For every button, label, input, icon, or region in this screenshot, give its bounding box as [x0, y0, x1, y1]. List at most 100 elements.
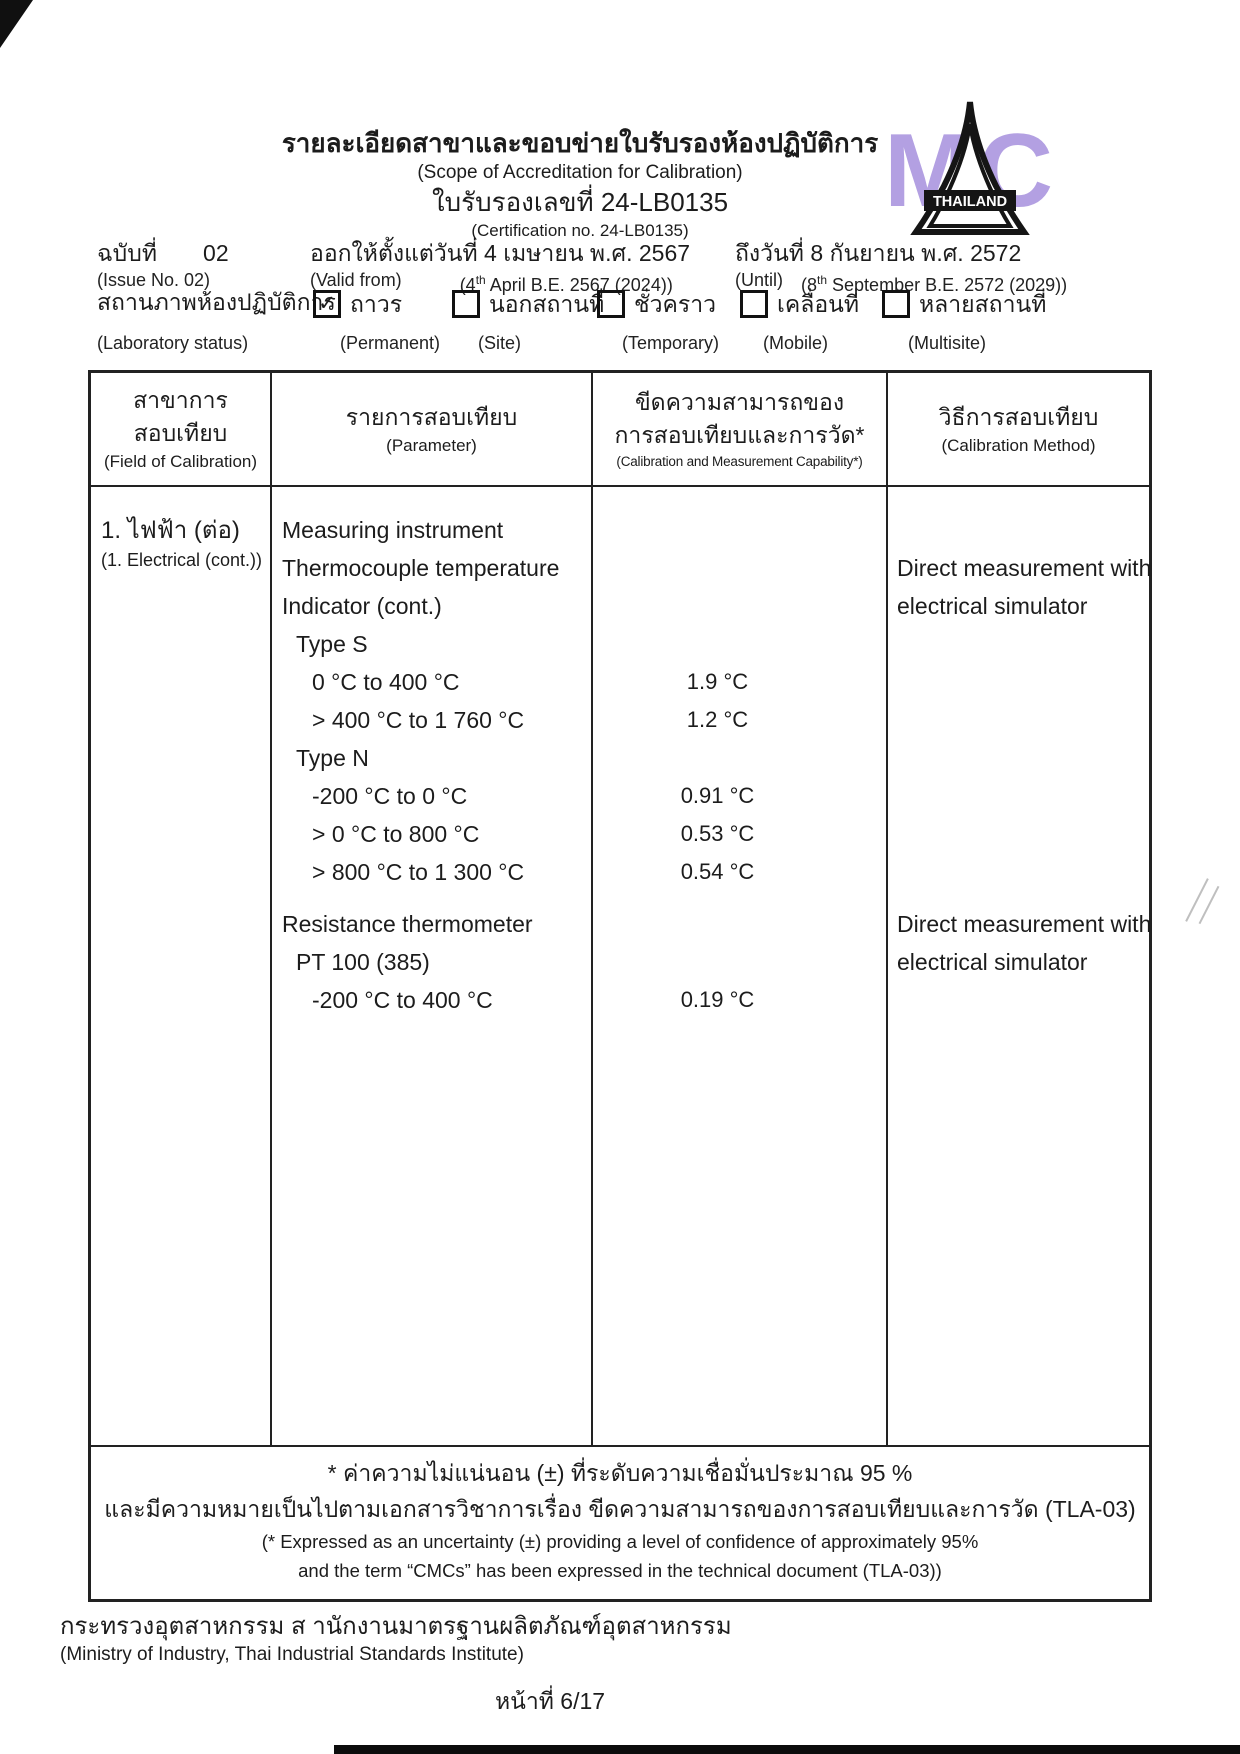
header-parameter: รายการสอบเทียบ (Parameter)	[272, 373, 593, 485]
valid-from-thai: ออกให้ตั้งแต่วันที่ 4 เมษายน พ.ศ. 2567	[310, 240, 691, 266]
until-label-english: (Until)	[735, 270, 783, 290]
method-line	[888, 777, 1149, 815]
field-english: (1. Electrical (cont.))	[101, 550, 263, 570]
until-thai: ถึงวันที่ 8 กันยายน พ.ศ. 2572	[735, 240, 1022, 266]
parameter-line: -200 °C to 400 °C	[312, 987, 493, 1013]
method-line	[888, 815, 1149, 853]
footnote-english-1: (* Expressed as an uncertainty (±) provi…	[261, 1531, 979, 1552]
status-option-site: นอกสถานที่	[452, 289, 604, 319]
table-footnotes: * ค่าความไม่แน่นอน (±) ที่ระดับความเชื่อ…	[91, 1445, 1149, 1599]
scan-bottom-bar-artifact	[334, 1745, 1240, 1754]
document-header: รายละเอียดสาขาและขอบข่ายใบรับรองห้องปฏิบ…	[80, 126, 1080, 243]
cmc-value	[593, 549, 886, 587]
status-option-permanent: ✓ ถาวร	[313, 289, 402, 319]
cmc-value: 0.91 °C	[680, 783, 755, 808]
parameter-line: Indicator (cont.)	[282, 593, 442, 619]
method-line: Direct measurement with	[897, 911, 1152, 937]
page-number: หน้าที่ 6/17	[494, 1688, 606, 1714]
parameter-line: PT 100 (385)	[296, 949, 430, 975]
parameter-line: > 400 °C to 1 760 °C	[312, 707, 525, 733]
scope-table: สาขาการ สอบเทียบ (Field of Calibration) …	[88, 370, 1152, 1602]
parameter-line: Type S	[296, 631, 368, 657]
svg-text:THAILAND: THAILAND	[933, 194, 1007, 210]
valid-from-label-english: (Valid from)	[310, 270, 402, 290]
method-line	[888, 981, 1149, 1019]
method-line	[888, 853, 1149, 891]
method-line: Direct measurement with	[897, 555, 1152, 581]
checkbox-permanent-icon: ✓	[313, 290, 341, 318]
parameter-line: Thermocouple temperature	[282, 555, 560, 581]
header-calibration-method: วิธีการสอบเทียบ (Calibration Method)	[938, 403, 1099, 455]
status-option-site-english: (Site)	[478, 333, 522, 353]
method-line	[888, 663, 1149, 701]
lab-status-label-thai: สถานภาพห้องปฏิบัติการ	[97, 289, 336, 315]
footnote-thai-1: * ค่าความไม่แน่นอน (±) ที่ระดับความเชื่อ…	[327, 1460, 913, 1486]
status-option-temporary-english: (Temporary)	[622, 333, 720, 353]
cmc-value: 0.19 °C	[680, 987, 755, 1012]
status-option-label: เคลื่อนที่	[777, 291, 860, 317]
status-option-label: ชั่วคราว	[634, 291, 717, 317]
parameter-line: Measuring instrument	[282, 517, 504, 543]
method-column: Direct measurement with electrical simul…	[888, 487, 1152, 1445]
certificate-number-thai: ใบรับรองเลขที่ 24-LB0135	[431, 187, 729, 217]
parameter-column: Measuring instrument Thermocouple temper…	[272, 487, 593, 1445]
footnote-english-2: and the term “CMCs” has been expressed i…	[298, 1560, 942, 1581]
status-option-permanent-english: (Permanent)	[340, 333, 441, 353]
cmc-value	[593, 625, 886, 663]
issue-label-english: (Issue No. 02)	[97, 270, 211, 290]
title-thai: รายละเอียดสาขาและขอบข่ายใบรับรองห้องปฏิบ…	[281, 128, 879, 158]
cmc-value: 0.53 °C	[680, 821, 755, 846]
checkbox-site-icon	[452, 290, 480, 318]
status-option-label: ถาวร	[350, 291, 403, 317]
parameter-line: 0 °C to 400 °C	[312, 669, 460, 695]
cmc-value	[593, 587, 886, 625]
checkbox-multisite-icon	[882, 290, 910, 318]
footnote-thai-2: และมีความหมายเป็นไปตามเอกสารวิชาการเรื่อ…	[104, 1496, 1136, 1522]
method-line	[888, 625, 1149, 663]
lab-status-label-english: (Laboratory status)	[97, 333, 249, 353]
parameter-line: -200 °C to 0 °C	[312, 783, 468, 809]
cmc-column: 1.9 °C 1.2 °C 0.91 °C 0.53 °C 0.54 °C 0.…	[593, 487, 888, 1445]
cmc-value: 1.2 °C	[686, 707, 749, 732]
nac-thailand-logo: M C THAILAND	[882, 98, 1058, 236]
cmc-value	[593, 511, 886, 549]
organization-english: (Ministry of Industry, Thai Industrial S…	[60, 1644, 524, 1665]
status-option-temporary: ชั่วคราว	[597, 289, 716, 319]
method-line	[888, 701, 1149, 739]
certificate-number-english: (Certification no. 24-LB0135)	[471, 221, 689, 240]
field-column: 1. ไฟฟ้า (ต่อ) (1. Electrical (cont.))	[91, 487, 272, 1445]
cmc-value	[593, 739, 886, 777]
organization-thai: กระทรวงอุตสาหกรรม ส านักงานมาตรฐานผลิตภั…	[60, 1613, 732, 1640]
header-field-of-calibration: สาขาการ สอบเทียบ (Field of Calibration)	[91, 373, 272, 485]
cmc-value	[593, 905, 886, 943]
parameter-line: Type N	[296, 745, 369, 771]
until-block: ถึงวันที่ 8 กันยายน พ.ศ. 2572 (Until) (8…	[735, 238, 1067, 297]
cmc-value: 1.9 °C	[686, 669, 749, 694]
table-body: 1. ไฟฟ้า (ต่อ) (1. Electrical (cont.)) M…	[91, 487, 1152, 1445]
scan-slash-artifact	[1185, 878, 1209, 922]
status-option-label: หลายสถานที่	[919, 291, 1047, 317]
field-thai: 1. ไฟฟ้า (ต่อ)	[101, 517, 240, 544]
status-option-label: นอกสถานที่	[489, 291, 605, 317]
parameter-line: > 0 °C to 800 °C	[312, 821, 480, 847]
checkbox-temporary-icon	[597, 290, 625, 318]
method-line: electrical simulator	[897, 593, 1088, 619]
method-line	[888, 511, 1149, 549]
table-header-row: สาขาการ สอบเทียบ (Field of Calibration) …	[91, 373, 1149, 487]
parameter-line: Resistance thermometer	[282, 911, 533, 937]
title-english: (Scope of Accreditation for Calibration)	[417, 162, 743, 183]
issue-label-thai: ฉบับที่	[97, 240, 158, 266]
parameter-line: > 800 °C to 1 300 °C	[312, 859, 525, 885]
cmc-value: 0.54 °C	[680, 859, 755, 884]
status-option-mobile-english: (Mobile)	[763, 333, 829, 353]
status-option-multisite: หลายสถานที่	[882, 289, 1046, 319]
method-line: electrical simulator	[897, 949, 1088, 975]
method-line	[888, 739, 1149, 777]
issue-number: 02	[203, 240, 229, 266]
cmc-value	[593, 943, 886, 981]
status-option-multisite-english: (Multisite)	[908, 333, 987, 353]
issue-block: ฉบับที่ 02 (Issue No. 02)	[97, 238, 229, 292]
status-option-mobile: เคลื่อนที่	[740, 289, 859, 319]
accreditation-logo-icon: M C THAILAND	[884, 101, 1053, 235]
